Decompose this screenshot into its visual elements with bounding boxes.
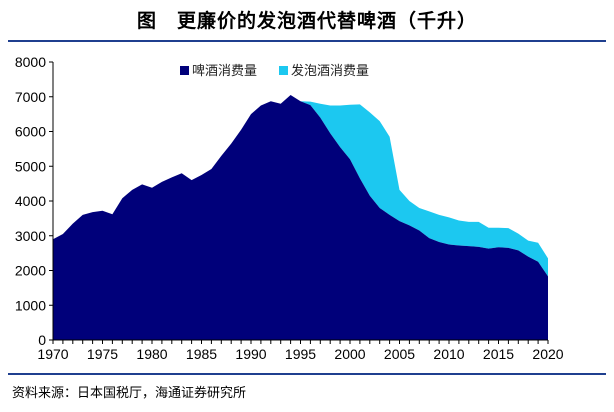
y-tick-label: 0: [38, 332, 46, 348]
y-tick-label: 3000: [15, 228, 46, 244]
legend-label: 啤酒消费量: [192, 64, 257, 79]
title-divider: [8, 40, 606, 42]
chart-title: 图 更廉价的发泡酒代替啤酒（千升）: [136, 10, 477, 32]
x-tick-label: 2000: [334, 346, 365, 362]
x-tick-label: 2010: [433, 346, 464, 362]
x-tick-label: 2015: [483, 346, 514, 362]
legend-label: 发泡酒消费量: [291, 63, 369, 79]
title-bar: 图 更廉价的发泡酒代替啤酒（千升）: [0, 0, 614, 40]
area-chart: 0 1000 2000 3000 4000 5000 6000 7000 8000 1970 197…: [15, 54, 564, 362]
x-tick-label: 1990: [235, 346, 266, 362]
x-tick-label: 1980: [136, 346, 167, 362]
x-tick-label: 1975: [87, 346, 118, 362]
series-area-2: [53, 95, 548, 277]
source-divider: [8, 373, 606, 375]
x-tick-label: 2020: [532, 346, 563, 362]
series-area-1: [53, 95, 548, 340]
x-tick-label: 1970: [37, 346, 68, 362]
x-tick-label: 2005: [384, 346, 415, 362]
y-tick-label: 1000: [15, 297, 46, 313]
y-tick-label: 6000: [15, 124, 46, 140]
y-tick-label: 7000: [15, 89, 46, 105]
y-tick-label: 5000: [15, 158, 46, 174]
x-tick-label: 1985: [186, 346, 217, 362]
y-tick-label: 4000: [15, 193, 46, 209]
y-tick-label: 8000: [15, 54, 46, 70]
legend-swatch: [279, 66, 288, 75]
source-note: 资料来源：日本国税厅，海通证券研究所: [12, 386, 247, 401]
y-tick-label: 2000: [15, 263, 46, 279]
x-tick-label: 1995: [285, 346, 316, 362]
legend-swatch: [180, 66, 189, 75]
